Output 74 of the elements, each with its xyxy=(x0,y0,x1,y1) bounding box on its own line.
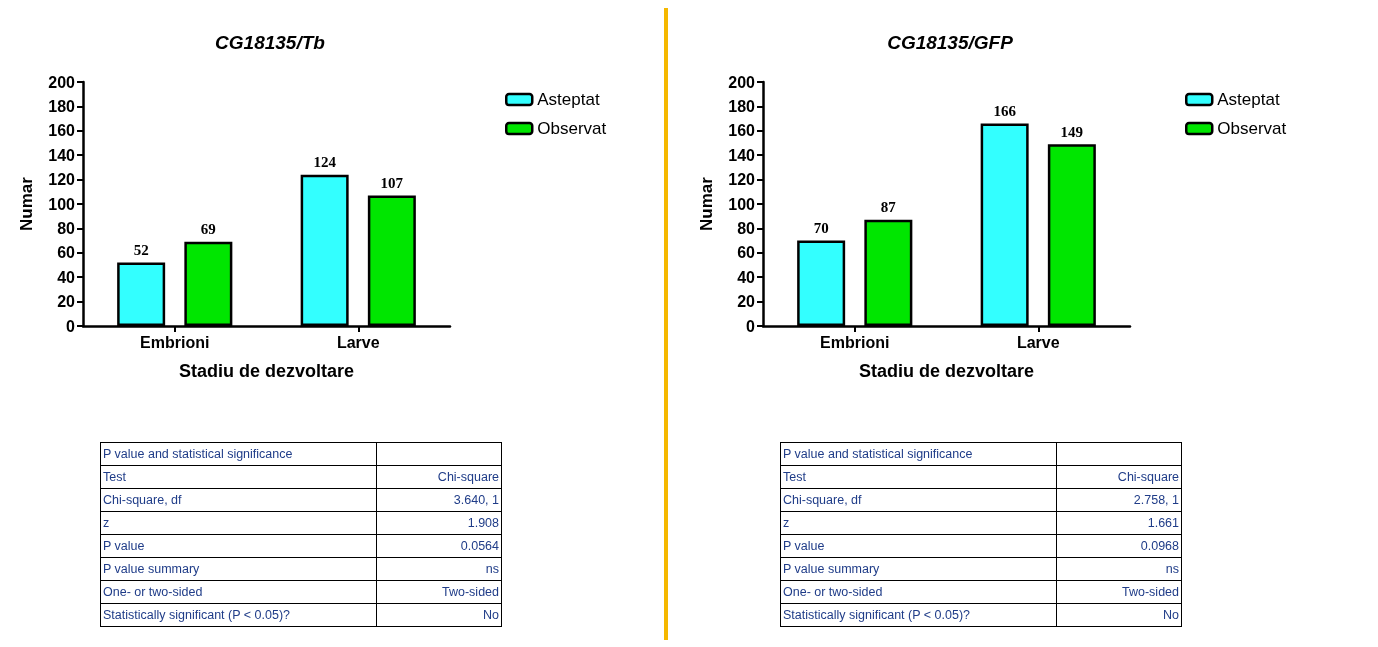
y-tick-label: 120 xyxy=(48,171,76,189)
y-tick-label: 60 xyxy=(737,244,756,262)
data-label: 52 xyxy=(133,242,149,259)
text: One- or two-sided xyxy=(100,580,377,604)
text: Chi-square xyxy=(376,465,502,489)
y-tick-label: 40 xyxy=(57,268,76,286)
y-tick-label: 100 xyxy=(48,195,76,213)
text: Chi-square, df xyxy=(780,488,1057,512)
text: P value and statistical significance xyxy=(780,442,1057,466)
data-label: 70 xyxy=(813,220,829,237)
x-tick-label: Embrioni xyxy=(820,333,890,351)
text: P value xyxy=(100,534,377,558)
text: 0.0968 xyxy=(1056,534,1182,558)
y-tick-label: 20 xyxy=(57,293,76,311)
text: P value and statistical significance xyxy=(100,442,377,466)
chart-title: CG18135/Tb xyxy=(215,32,326,53)
text: ns xyxy=(1056,557,1182,581)
legend-label: Asteptat xyxy=(537,90,600,109)
text: 1.908 xyxy=(376,511,502,535)
y-tick-label: 0 xyxy=(66,317,76,335)
text: Two-sided xyxy=(1056,580,1182,604)
y-tick-label: 80 xyxy=(737,219,756,237)
text: z xyxy=(100,511,377,535)
text: One- or two-sided xyxy=(780,580,1057,604)
y-tick-label: 120 xyxy=(728,171,756,189)
text: No xyxy=(1056,603,1182,627)
chart-title: CG18135/GFP xyxy=(887,32,1014,53)
text: Chi-square xyxy=(1056,465,1182,489)
y-tick-label: 140 xyxy=(728,146,756,164)
text: 3.640, 1 xyxy=(376,488,502,512)
text: P value summary xyxy=(100,557,377,581)
text: ns xyxy=(376,557,502,581)
x-tick-label: Larve xyxy=(336,333,380,351)
text: Statistically significant (P < 0.05)? xyxy=(100,603,377,627)
y-axis-title: Numar xyxy=(17,176,36,231)
y-tick-label: 20 xyxy=(737,293,756,311)
text: No xyxy=(376,603,502,627)
data-label: 124 xyxy=(313,154,337,171)
y-tick-label: 80 xyxy=(57,219,76,237)
y-tick-label: 200 xyxy=(728,73,756,91)
y-tick-label: 180 xyxy=(728,97,756,115)
data-label: 69 xyxy=(200,221,216,238)
x-axis-title: Stadiu de dezvoltare xyxy=(178,361,355,381)
text: Test xyxy=(100,465,377,489)
text: P value xyxy=(780,534,1057,558)
text: z xyxy=(780,511,1057,535)
data-label: 87 xyxy=(880,199,897,216)
y-tick-label: 100 xyxy=(728,195,756,213)
text: 2.758, 1 xyxy=(1056,488,1182,512)
y-tick-label: 160 xyxy=(48,122,76,140)
data-label: 166 xyxy=(993,102,1017,119)
text: Test xyxy=(780,465,1057,489)
y-tick-label: 180 xyxy=(48,97,76,115)
text: 0.0564 xyxy=(376,534,502,558)
y-tick-label: 40 xyxy=(737,268,756,286)
text: P value summary xyxy=(780,557,1057,581)
y-axis-title: Numar xyxy=(697,176,716,231)
legend-label: Observat xyxy=(537,119,607,138)
text: 1.661 xyxy=(1056,511,1182,535)
x-tick-label: Larve xyxy=(1016,333,1060,351)
y-tick-label: 60 xyxy=(57,244,76,262)
legend-label: Asteptat xyxy=(1217,90,1280,109)
legend-label: Observat xyxy=(1217,119,1287,138)
x-axis-title: Stadiu de dezvoltare xyxy=(858,361,1035,381)
text: Chi-square, df xyxy=(100,488,377,512)
y-tick-label: 0 xyxy=(746,317,756,335)
data-label: 149 xyxy=(1060,123,1084,140)
y-tick-label: 160 xyxy=(728,122,756,140)
y-tick-label: 140 xyxy=(48,146,76,164)
text: Two-sided xyxy=(376,580,502,604)
data-label: 107 xyxy=(380,174,404,191)
text: Statistically significant (P < 0.05)? xyxy=(780,603,1057,627)
x-tick-label: Embrioni xyxy=(140,333,210,351)
y-tick-label: 200 xyxy=(48,73,76,91)
